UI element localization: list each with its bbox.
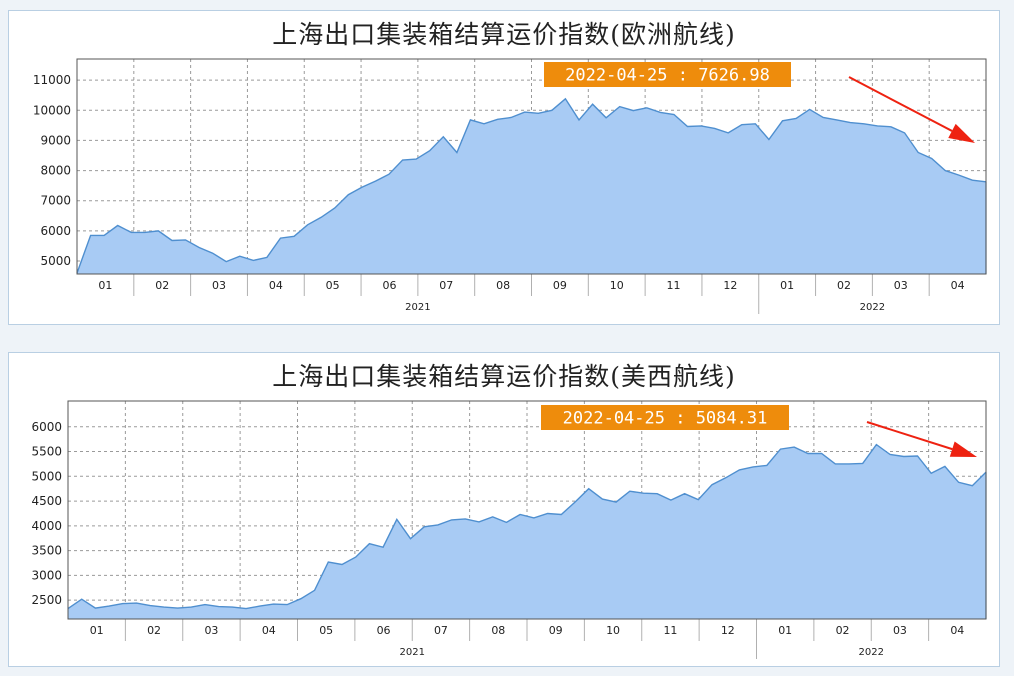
y-tick-label: 6000 bbox=[40, 224, 71, 238]
x-tick-label: 11 bbox=[663, 624, 677, 637]
y-tick-label: 10000 bbox=[33, 103, 71, 117]
trend-arrow-shaft bbox=[866, 421, 953, 451]
year-label: 2021 bbox=[400, 647, 425, 658]
x-tick-label: 09 bbox=[549, 624, 563, 637]
x-tick-label: 04 bbox=[950, 624, 964, 637]
value-callout bbox=[544, 62, 791, 87]
x-tick-label: 03 bbox=[204, 624, 218, 637]
x-tick-label: 04 bbox=[951, 279, 965, 292]
y-tick-label: 7000 bbox=[40, 194, 71, 208]
year-label: 2022 bbox=[860, 302, 885, 313]
y-tick-label: 2500 bbox=[31, 593, 62, 607]
trend-arrow-shaft bbox=[848, 76, 953, 132]
x-tick-label: 09 bbox=[553, 279, 567, 292]
x-tick-label: 12 bbox=[721, 624, 735, 637]
plot-border bbox=[67, 400, 987, 620]
plot-border bbox=[76, 58, 987, 275]
chart-panel-us-west: 上海出口集装箱结算运价指数(美西航线) 2500 3000 3500 4000 4500… bbox=[8, 352, 1000, 667]
trend-arrow-head bbox=[949, 441, 977, 457]
x-tick-label: 06 bbox=[382, 279, 396, 292]
y-tick-label: 4000 bbox=[31, 519, 62, 533]
y-tick-label: 11000 bbox=[33, 73, 71, 87]
series-line bbox=[67, 443, 987, 610]
series-line bbox=[76, 97, 987, 274]
x-tick-label: 10 bbox=[610, 279, 624, 292]
x-tick-label: 01 bbox=[90, 624, 104, 637]
x-tick-label: 02 bbox=[147, 624, 161, 637]
x-tick-label: 03 bbox=[893, 624, 907, 637]
x-tick-label: 01 bbox=[778, 624, 792, 637]
value-callout bbox=[541, 405, 789, 430]
year-label: 2021 bbox=[405, 302, 430, 313]
x-tick-label: 06 bbox=[377, 624, 391, 637]
x-tick-label: 10 bbox=[606, 624, 620, 637]
value-callout-text: 2022-04-25 : 7626.98 bbox=[565, 66, 770, 86]
y-tick-label: 5500 bbox=[31, 445, 62, 459]
chart-panel-europe: 上海出口集装箱结算运价指数(欧洲航线) 5000 6000 7000 8000 9000… bbox=[8, 10, 1000, 325]
x-tick-label: 11 bbox=[667, 279, 681, 292]
y-tick-label: 8000 bbox=[40, 164, 71, 178]
y-tick-label: 9000 bbox=[40, 133, 71, 147]
x-tick-label: 01 bbox=[98, 279, 112, 292]
series-area bbox=[68, 444, 986, 619]
trend-arrow-head bbox=[948, 123, 975, 143]
x-tick-label: 12 bbox=[723, 279, 737, 292]
x-tick-label: 02 bbox=[836, 624, 850, 637]
y-tick-label: 5000 bbox=[40, 254, 71, 268]
y-tick-label: 3000 bbox=[31, 568, 62, 582]
y-tick-label: 6000 bbox=[31, 420, 62, 434]
chart-title: 上海出口集装箱结算运价指数(欧洲航线) bbox=[272, 20, 736, 49]
series-area bbox=[77, 98, 986, 274]
y-tick-label: 3500 bbox=[31, 544, 62, 558]
year-label: 2022 bbox=[859, 647, 884, 658]
y-tick-label: 4500 bbox=[31, 494, 62, 508]
x-tick-label: 07 bbox=[439, 279, 453, 292]
y-tick-label: 5000 bbox=[31, 469, 62, 483]
x-tick-label: 04 bbox=[262, 624, 276, 637]
value-callout-text: 2022-04-25 : 5084.31 bbox=[563, 409, 768, 429]
x-tick-label: 08 bbox=[496, 279, 510, 292]
x-tick-label: 02 bbox=[837, 279, 851, 292]
x-tick-label: 05 bbox=[326, 279, 340, 292]
x-tick-label: 07 bbox=[434, 624, 448, 637]
x-tick-label: 05 bbox=[319, 624, 333, 637]
chart-title: 上海出口集装箱结算运价指数(美西航线) bbox=[272, 362, 736, 391]
x-tick-label: 03 bbox=[894, 279, 908, 292]
x-tick-label: 03 bbox=[212, 279, 226, 292]
chart-europe: 5000 6000 7000 8000 9000 10000 11000 01 02 03 04 05… bbox=[33, 58, 987, 314]
x-tick-label: 02 bbox=[155, 279, 169, 292]
x-tick-label: 08 bbox=[491, 624, 505, 637]
x-tick-label: 01 bbox=[780, 279, 794, 292]
chart-us-west: 2500 3000 3500 4000 4500 5000 5500 6000 01 02 03 04… bbox=[31, 400, 987, 659]
x-tick-label: 04 bbox=[269, 279, 283, 292]
